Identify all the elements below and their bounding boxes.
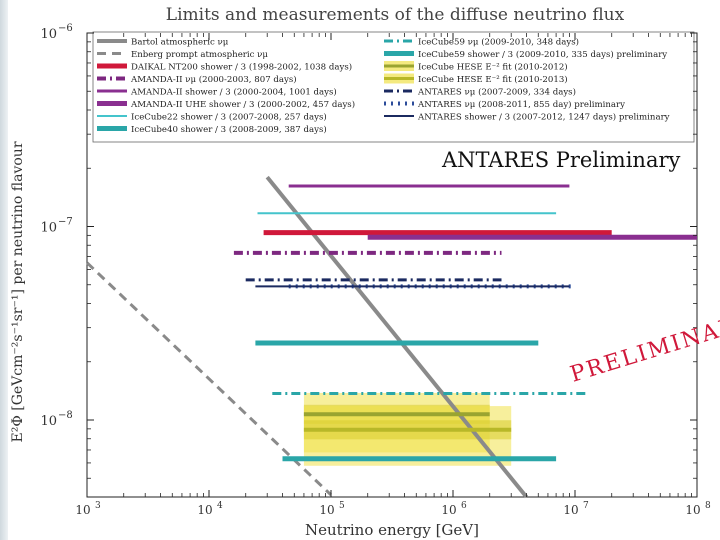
x-tick-exp-4: 7	[583, 501, 589, 511]
x-tick-label-4: 10	[563, 503, 578, 517]
x-tick-exp-0: 3	[95, 501, 101, 511]
x-tick-exp-2: 5	[339, 501, 345, 511]
y-tick-label-0: 10	[40, 414, 57, 429]
x-tick-label-0: 10	[75, 503, 90, 517]
preliminary-box	[440, 143, 690, 173]
legend-col1-label-0: Bartol atmospheric νμ	[131, 38, 229, 48]
legend-col2-label-6: ANTARES shower / 3 (2007-2012, 1247 days…	[417, 112, 670, 123]
legend-col1-label-6: IceCube22 shower / 3 (2007-2008, 257 day…	[131, 112, 327, 123]
x-tick-label-3: 10	[441, 503, 456, 517]
chart-title: Limits and measurements of the diffuse n…	[166, 5, 625, 25]
legend-col1-label-2: DAIKAL NT200 shower / 3 (1998-2002, 1038…	[131, 62, 352, 73]
legend-col2-label-0: IceCube59 νμ (2009-2010, 348 days)	[418, 37, 579, 48]
x-tick-exp-1: 4	[217, 501, 223, 511]
x-tick-label-2: 10	[319, 503, 334, 517]
legend-col2-label-5: ANTARES νμ (2008-2011, 855 day) prelimin…	[417, 99, 625, 110]
series-enberg-prompt-atmospheric	[85, 261, 333, 496]
y-tick-label-2: 10	[40, 27, 57, 42]
legend-col1-label-4: AMANDA-II shower / 3 (2000-2004, 1001 da…	[130, 87, 337, 98]
antares-preliminary-label: ANTARES Preliminary	[441, 148, 681, 172]
y-tick-exp-0: −8	[58, 410, 73, 421]
legend-col2-label-4: ANTARES νμ (2007-2009, 334 days)	[417, 87, 576, 98]
legend-col2-label-3: IceCube HESE E⁻² fit (2010-2013)	[418, 74, 568, 85]
x-axis-label: Neutrino energy [GeV]	[305, 521, 479, 539]
legend-col1-label-3: AMANDA-II νμ (2000-2003, 807 days)	[130, 74, 297, 85]
y-tick-exp-2: −6	[58, 23, 73, 34]
x-tick-exp-3: 6	[461, 501, 467, 511]
legend-col2-label-2: IceCube HESE E⁻² fit (2010-2012)	[418, 62, 568, 73]
y-tick-exp-1: −7	[58, 216, 73, 227]
y-tick-label-1: 10	[40, 220, 57, 235]
x-tick-label-1: 10	[197, 503, 212, 517]
legend-col2-label-1: IceCube59 shower / 3 (2009-2010, 335 day…	[418, 49, 667, 60]
x-tick-label-5: 10	[685, 503, 700, 517]
legend-col1-label-7: IceCube40 shower / 3 (2008-2009, 387 day…	[131, 124, 327, 135]
legend-col1-label-5: AMANDA-II UHE shower / 3 (2000-2002, 457…	[130, 99, 355, 110]
slide-left-accent	[0, 0, 8, 540]
legend-col1-label-1: Enberg prompt atmospheric νμ	[131, 50, 268, 60]
y-axis-label: E²Φ [GeVcm⁻²s⁻¹sr⁻¹] per neutrino flavou…	[10, 141, 26, 442]
x-tick-exp-5: 8	[705, 501, 711, 511]
legend-box	[92, 31, 695, 143]
